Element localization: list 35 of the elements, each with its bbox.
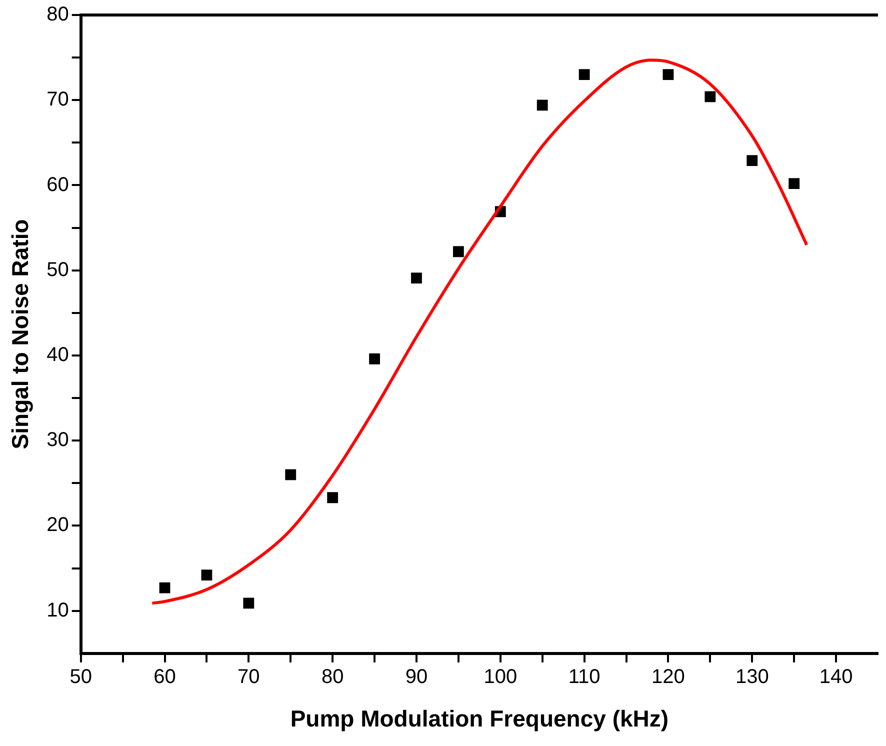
x-tick-label: 100 [484, 666, 518, 688]
y-tick-label: 10 [46, 599, 69, 622]
y-tick-label: 30 [46, 429, 69, 452]
y-tick-label: 60 [46, 174, 69, 196]
x-tick-label: 120 [652, 666, 685, 688]
y-axis-title: Singal to Noise Ratio [7, 219, 34, 450]
y-tick-label: 50 [46, 258, 69, 281]
point [704, 91, 716, 102]
x-tick-label: 70 [238, 666, 260, 688]
x-tick-label: 60 [154, 666, 176, 688]
y-tick-label: 40 [46, 344, 69, 366]
x-axis-title: Pump Modulation Frequency (kHz) [290, 706, 669, 732]
x-tick-label: 130 [735, 666, 769, 688]
point [327, 492, 338, 504]
point [746, 155, 758, 166]
x-tick-label: 110 [568, 666, 600, 688]
point [662, 69, 674, 80]
point [411, 272, 422, 284]
x-tick-label: 50 [70, 666, 92, 688]
line-series [150, 58, 808, 605]
x-tick-label: 90 [405, 666, 428, 688]
point [159, 582, 170, 594]
point [369, 353, 380, 364]
point [788, 178, 800, 189]
y-tick-label: 70 [46, 88, 69, 111]
point [452, 246, 464, 258]
x-tick-label: 140 [819, 666, 853, 688]
point [201, 570, 212, 581]
point [285, 469, 296, 480]
y-tick-label: 20 [46, 514, 69, 536]
y-tick-label: 80 [46, 4, 69, 26]
point [243, 598, 254, 609]
point [578, 69, 590, 80]
x-tick-label: 80 [321, 666, 344, 688]
point [536, 100, 548, 111]
